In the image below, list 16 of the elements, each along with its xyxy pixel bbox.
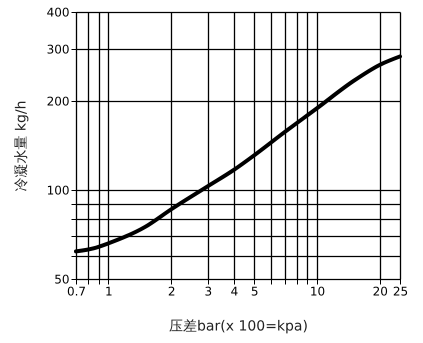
y-tick-label: 100 (46, 184, 70, 198)
y-tick-label: 300 (46, 42, 70, 56)
x-tick-label: 20 (372, 284, 388, 298)
y-tick-label: 200 (46, 94, 70, 108)
x-tick-label: 10 (310, 284, 326, 298)
x-axis-title: 压差bar(x 100=kpa) (169, 318, 308, 334)
y-axis-title: 冷凝水量 kg/h (14, 100, 30, 192)
x-tick-label: 1 (105, 284, 113, 298)
x-tick-label: 25 (392, 284, 408, 298)
x-tick-label: 5 (250, 284, 258, 298)
x-tick-label: 3 (204, 284, 212, 298)
y-tick-label: 400 (46, 6, 70, 20)
y-tick-label: 50 (54, 272, 70, 286)
x-tick-label: 4 (230, 284, 238, 298)
x-tick-label: 2 (168, 284, 176, 298)
x-tick-label: 0.7 (66, 284, 86, 298)
